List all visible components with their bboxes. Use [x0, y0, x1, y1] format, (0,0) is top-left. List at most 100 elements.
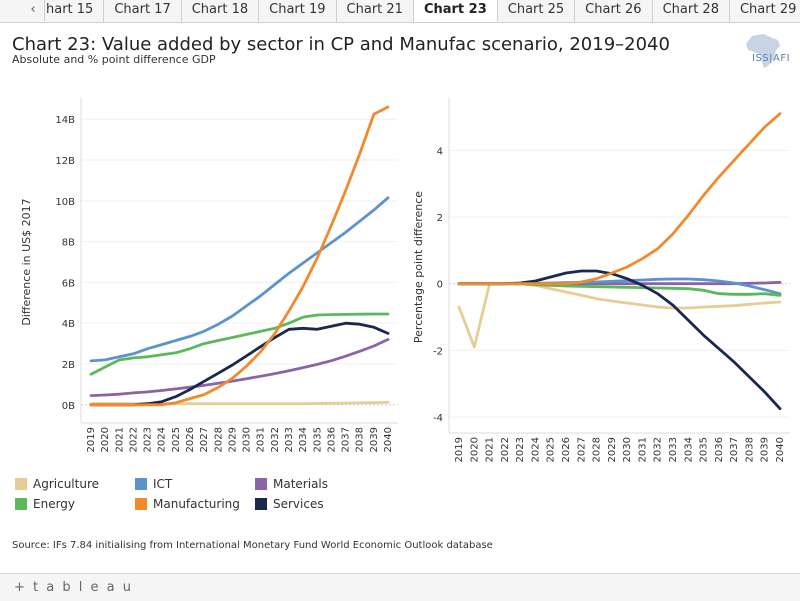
x-tick-label: 2035 — [312, 427, 323, 452]
x-tick-label: 2038 — [744, 437, 755, 462]
tab-bar: ‹ hart 15 Chart 17 Chart 18 Chart 19 Chart 2… — [0, 0, 800, 23]
x-tick-label: 2032 — [270, 427, 281, 452]
x-tick-label: 2036 — [326, 427, 337, 452]
legend-label: Agriculture — [33, 477, 99, 491]
series-line-materials[interactable] — [89, 338, 390, 398]
tab-chart-26[interactable]: Chart 26 — [575, 0, 653, 22]
x-tick-label: 2029 — [227, 427, 238, 452]
tab-chart-17[interactable]: Chart 17 — [104, 0, 182, 22]
y-axis-title: Percentage point difference — [412, 191, 425, 343]
y-tick-label: -2 — [433, 346, 443, 357]
series-line-manufacturing[interactable] — [89, 105, 390, 407]
logo-text: ISS|AFI — [752, 53, 791, 64]
x-tick-label: 2037 — [341, 427, 352, 452]
chart-percentage-point: -4 -2 0 2 4 Percentage point difference 2019 20… — [412, 97, 790, 462]
series-line-manufacturing[interactable] — [457, 112, 782, 286]
x-tick-label: 2031 — [637, 437, 648, 462]
x-tick-label: 2025 — [171, 427, 182, 452]
series-line-energy[interactable] — [89, 312, 390, 376]
x-tick-label: 2035 — [699, 437, 710, 462]
legend-swatch — [135, 498, 147, 510]
series-line-ict[interactable] — [89, 196, 390, 363]
legend-swatch — [255, 478, 267, 490]
source-note: Source: IFs 7.84 initialising from Inter… — [12, 540, 493, 551]
x-tick-label: 2020 — [469, 437, 480, 462]
legend-swatch — [15, 498, 27, 510]
tab-chart-18[interactable]: Chart 18 — [182, 0, 260, 22]
footer-bar: + t a b l e a u — [0, 573, 800, 601]
x-tick-label: 2025 — [546, 437, 557, 462]
x-tick-label: 2019 — [454, 437, 465, 462]
x-tick-label: 2027 — [199, 427, 210, 452]
tableau-logo[interactable]: + t a b l e a u — [14, 580, 133, 595]
charts-area: 0B 2B 4B 6B 8B 10B 12B 14B Difference in US$ 201… — [20, 97, 790, 462]
tab-first-button[interactable] — [0, 0, 23, 21]
x-tick-label: 2027 — [576, 437, 587, 462]
x-tick-label: 2026 — [185, 427, 196, 452]
tab-chart-19[interactable]: Chart 19 — [259, 0, 337, 22]
tab-chart-25[interactable]: Chart 25 — [498, 0, 576, 22]
legend-label: Services — [273, 497, 324, 511]
y-tick-label: 0 — [437, 280, 443, 291]
legend-label: ICT — [153, 477, 173, 491]
x-tick-label: 2032 — [653, 437, 664, 462]
y-tick-label: 2 — [437, 213, 443, 224]
y-tick-label: 6B — [62, 278, 75, 289]
x-tick-label: 2033 — [668, 437, 679, 462]
tab-chart-29[interactable]: Chart 29 — [730, 0, 800, 22]
x-tick-label: 2030 — [242, 427, 253, 452]
chart-absolute: 0B 2B 4B 6B 8B 10B 12B 14B Difference in US$ 201… — [20, 97, 398, 452]
x-tick-label: 2022 — [500, 437, 511, 462]
page-subtitle: Absolute and % point difference GDP — [12, 53, 216, 66]
x-tick-label: 2037 — [729, 437, 740, 462]
y-tick-label: 0B — [62, 401, 75, 412]
y-tick-label: 4B — [62, 319, 75, 330]
legend-swatch — [255, 498, 267, 510]
x-tick-label: 2040 — [383, 427, 394, 452]
x-tick-label: 2021 — [114, 427, 125, 452]
legend-label: Manufacturing — [153, 497, 240, 511]
y-tick-label: -4 — [433, 413, 443, 424]
africa-logo-icon — [746, 34, 780, 68]
series-line-energy[interactable] — [457, 282, 782, 297]
x-tick-label: 2024 — [530, 437, 541, 462]
page-title: Chart 23: Value added by sector in CP an… — [12, 34, 670, 55]
tab-chart-21[interactable]: Chart 21 — [337, 0, 414, 22]
tab-chart-23[interactable]: Chart 23 — [413, 0, 498, 22]
tab-chart-28[interactable]: Chart 28 — [653, 0, 730, 22]
tab-chart-15[interactable]: hart 15 — [44, 0, 105, 22]
y-tick-label: 4 — [437, 146, 443, 157]
y-tick-label: 2B — [62, 360, 75, 371]
x-tick-label: 2028 — [592, 437, 603, 462]
x-tick-label: 2026 — [561, 437, 572, 462]
x-tick-label: 2036 — [714, 437, 725, 462]
tab-prev-button[interactable]: ‹ — [22, 0, 45, 21]
x-tick-label: 2038 — [355, 427, 366, 452]
y-tick-label: 14B — [55, 115, 75, 126]
x-tick-label: 2031 — [256, 427, 267, 452]
x-tick-label: 2029 — [607, 437, 618, 462]
x-tick-label: 2022 — [128, 427, 139, 452]
x-tick-label: 2028 — [213, 427, 224, 452]
y-tick-label: 10B — [55, 197, 75, 208]
series-line-services[interactable] — [457, 269, 782, 411]
x-tick-label: 2020 — [100, 427, 111, 452]
x-tick-label: 2030 — [622, 437, 633, 462]
legend-label: Materials — [273, 477, 329, 491]
y-tick-label: 12B — [55, 156, 75, 167]
legend-swatch — [15, 478, 27, 490]
x-tick-label: 2021 — [485, 437, 496, 462]
y-tick-label: 8B — [62, 238, 75, 249]
legend-label: Energy — [33, 497, 76, 511]
x-tick-label: 2040 — [775, 437, 786, 462]
x-tick-label: 2024 — [157, 427, 168, 452]
tabs: hart 15 Chart 17 Chart 18 Chart 19 Chart 21 C… — [44, 0, 800, 22]
y-axis-title: Difference in US$ 2017 — [20, 198, 33, 325]
x-tick-label: 2023 — [515, 437, 526, 462]
x-tick-label: 2034 — [298, 427, 309, 452]
x-tick-label: 2039 — [369, 427, 380, 452]
legend-swatch — [135, 478, 147, 490]
x-tick-label: 2033 — [284, 427, 295, 452]
x-tick-label: 2019 — [86, 427, 97, 452]
chevron-left-icon: ‹ — [30, 2, 36, 17]
